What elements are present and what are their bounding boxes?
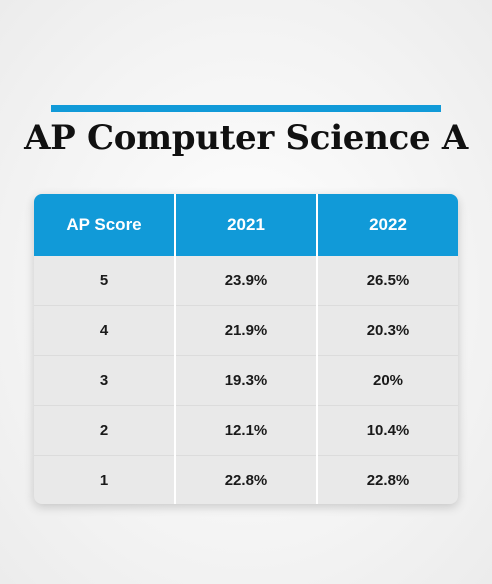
score-cell: 2 — [34, 405, 176, 456]
score-cell: 5 — [34, 256, 176, 306]
score-table: AP Score 2021 2022 5 23.9% 26.5% 4 21.9%… — [34, 194, 458, 504]
column-header-score: AP Score — [34, 194, 176, 256]
title-accent-rule — [51, 105, 441, 112]
value-cell-2021: 21.9% — [175, 305, 318, 356]
column-header-2021: 2021 — [175, 194, 318, 256]
value-cell-2021: 23.9% — [175, 256, 318, 306]
table-row: 5 23.9% 26.5% — [34, 256, 458, 306]
value-cell-2022: 20.3% — [317, 305, 458, 356]
score-cell: 3 — [34, 355, 176, 406]
table-row: 2 12.1% 10.4% — [34, 405, 458, 456]
column-header-2022: 2022 — [317, 194, 458, 256]
value-cell-2021: 22.8% — [175, 455, 318, 504]
table-row: 1 22.8% 22.8% — [34, 455, 458, 504]
table-row: 3 19.3% 20% — [34, 355, 458, 406]
score-cell: 4 — [34, 305, 176, 356]
page-title: AP Computer Science A — [24, 118, 468, 158]
score-table-card: AP Score 2021 2022 5 23.9% 26.5% 4 21.9%… — [34, 194, 458, 504]
value-cell-2022: 22.8% — [366, 472, 410, 489]
value-cell-2022: 26.5% — [317, 256, 458, 306]
score-cell: 1 — [34, 455, 176, 504]
table-row: 4 21.9% 20.3% — [34, 305, 458, 356]
value-cell-2021: 19.3% — [175, 355, 318, 406]
value-cell-2022: 10.4% — [317, 405, 458, 456]
table-header-row: AP Score 2021 2022 — [34, 194, 458, 256]
value-cell-2021: 12.1% — [175, 405, 318, 456]
value-cell-2022: 20% — [317, 355, 458, 406]
